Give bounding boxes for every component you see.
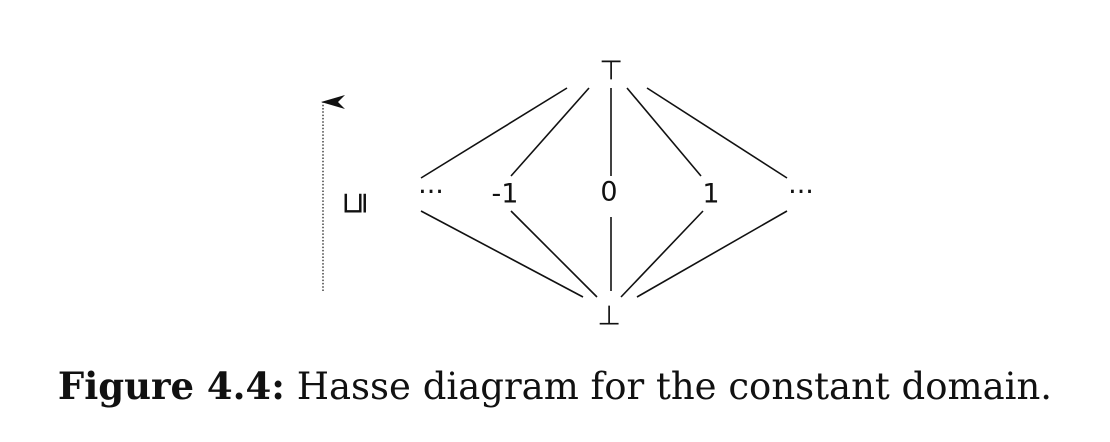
- figure-caption-text: Hasse diagram for the constant domain.: [296, 365, 1053, 408]
- figure-caption: Figure 4.4: Hasse diagram for the consta…: [0, 364, 1110, 408]
- node-bottom: ⊥: [597, 301, 621, 332]
- node-left-ellipsis: ···: [418, 177, 444, 208]
- edge-one-bottom: [620, 210, 704, 298]
- node-zero: 0: [600, 177, 617, 208]
- order-symbol: ⊑: [337, 190, 372, 215]
- node-minus-one: -1: [492, 179, 519, 210]
- edge-top-minus-one: [510, 87, 590, 177]
- edge-top-right-ellipsis: [646, 87, 788, 179]
- node-top: ⊤: [599, 56, 623, 87]
- edge-top-one: [626, 87, 702, 177]
- edge-top-left-ellipsis: [420, 87, 568, 179]
- edge-left-ellipsis-bottom: [420, 210, 584, 298]
- node-one: 1: [702, 179, 719, 210]
- edge-right-ellipsis-bottom: [636, 210, 788, 298]
- edge-minus-one-bottom: [510, 210, 598, 298]
- figure-label: Figure 4.4:: [57, 364, 285, 408]
- hasse-edges: [420, 87, 788, 298]
- node-right-ellipsis: ···: [788, 177, 814, 208]
